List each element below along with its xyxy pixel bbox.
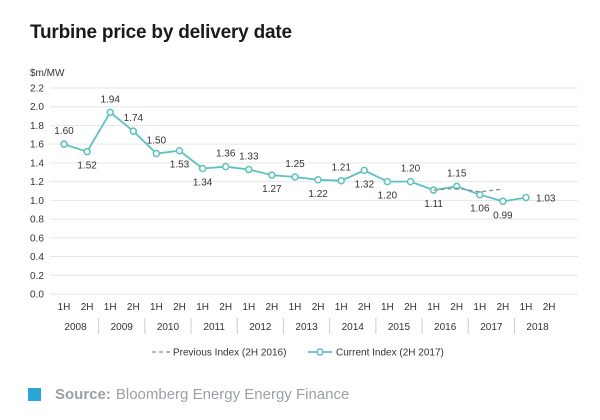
y-tick-label: 1.4 [30,158,44,169]
legend-current-index-label: Current Index (2H 2017) [336,348,444,359]
y-tick-label: 2.2 [30,84,44,95]
current-index-point [106,108,114,117]
x-year-label: 2009 [111,322,134,333]
x-year-label: 2010 [157,322,180,333]
x-year-label: 2015 [388,322,411,333]
data-label: 1.32 [355,179,375,190]
data-label: 1.33 [239,151,259,162]
current-index-point [522,193,530,202]
previous-index-line [433,187,503,193]
x-tick-half-label: 2H [173,302,186,313]
current-index-point [60,140,68,148]
y-tick-label: 1.8 [30,121,44,132]
x-tick-half-label: 2H [127,302,140,313]
source-square-icon [28,388,41,401]
x-tick-half-label: 1H [289,302,302,313]
legend-previous-index-label: Previous Index (2H 2016) [173,348,286,359]
legend-current-index-marker [316,348,324,356]
y-tick-label: 1.2 [30,177,44,188]
x-year-label: 2013 [295,322,318,333]
data-label: 1.25 [285,159,305,170]
source-footer: Source: Bloomberg Energy Energy Finance [28,386,349,403]
x-year-label: 2008 [64,322,87,333]
x-tick-half-label: 2H [312,302,325,313]
data-label: 1.60 [54,126,74,137]
x-tick-half-label: 1H [473,302,486,313]
current-index-point [476,190,484,199]
x-tick-half-label: 2H [404,302,417,313]
x-year-label: 2016 [434,322,457,333]
y-tick-label: 0.8 [30,215,44,226]
current-index-point [314,176,322,184]
y-tick-label: 1.6 [30,140,44,151]
data-label: 1.94 [100,94,120,105]
data-label: 1.03 [536,194,556,205]
x-tick-half-label: 2H [358,302,371,313]
x-year-label: 2018 [526,322,549,333]
source-label: Source: [55,386,111,403]
current-index-point [406,177,415,186]
current-index-point [245,165,253,174]
y-tick-label: 0.2 [30,271,44,282]
source-text: Bloomberg Energy Energy Finance [115,386,350,403]
x-tick-half-label: 2H [497,302,510,313]
y-tick-label: 0.4 [30,252,44,263]
y-axis-unit-label: $m/MW [30,68,65,79]
data-label: 1.36 [216,149,236,160]
x-year-label: 2014 [342,322,365,333]
x-tick-half-label: 2H [81,302,94,313]
data-label: 1.53 [170,160,190,171]
x-year-label: 2011 [203,322,225,333]
x-tick-half-label: 1H [150,302,163,313]
data-label: 1.50 [147,136,167,147]
data-label: 0.99 [493,210,513,221]
y-tick-label: 2.0 [30,102,44,113]
x-tick-half-label: 2H [543,302,556,313]
data-label: 1.74 [124,113,144,124]
x-tick-half-label: 2H [219,302,232,313]
x-year-label: 2017 [480,322,503,333]
current-index-point [83,147,91,156]
data-label: 1.21 [331,163,351,174]
data-label: 1.20 [378,191,398,202]
y-tick-label: 1.0 [30,196,44,207]
current-index-point [221,162,230,171]
current-index-point [175,146,184,155]
x-tick-half-label: 1H [242,302,255,313]
chart-title: Turbine price by delivery date [30,22,292,43]
x-tick-half-label: 1H [335,302,348,313]
x-tick-half-label: 1H [427,302,440,313]
turbine-price-line-chart: $m/MW 0.0 0.2 0.4 0.6 0.8 1.0 1.2 1.4 1.6 1.8 2.0 2.… [30,68,578,359]
x-year-label: 2012 [249,322,272,333]
current-index-point [152,149,161,158]
data-label: 1.20 [401,164,421,175]
current-index-point [499,197,507,206]
current-index-point [360,166,369,175]
current-index-point [337,176,345,185]
x-tick-half-label: 1H [58,302,71,313]
current-index-point [268,171,276,179]
x-tick-half-label: 2H [266,302,279,313]
data-label: 1.06 [470,204,490,215]
x-tick-half-label: 2H [450,302,463,313]
data-label: 1.11 [424,199,443,210]
y-tick-label: 0.0 [30,290,44,301]
x-tick-half-label: 1H [520,302,533,313]
x-tick-half-label: 1H [381,302,394,313]
x-tick-half-label: 1H [104,302,117,313]
data-label: 1.34 [193,178,213,189]
data-label: 1.27 [262,184,282,195]
data-label: 1.15 [447,168,467,179]
data-label: 1.52 [77,161,97,172]
current-index-point [129,127,138,135]
x-tick-half-label: 1H [196,302,209,313]
current-index-point [291,173,299,181]
current-index-point [383,177,392,186]
current-index-point [198,164,207,173]
data-label: 1.22 [308,189,328,200]
y-tick-label: 0.6 [30,233,44,244]
